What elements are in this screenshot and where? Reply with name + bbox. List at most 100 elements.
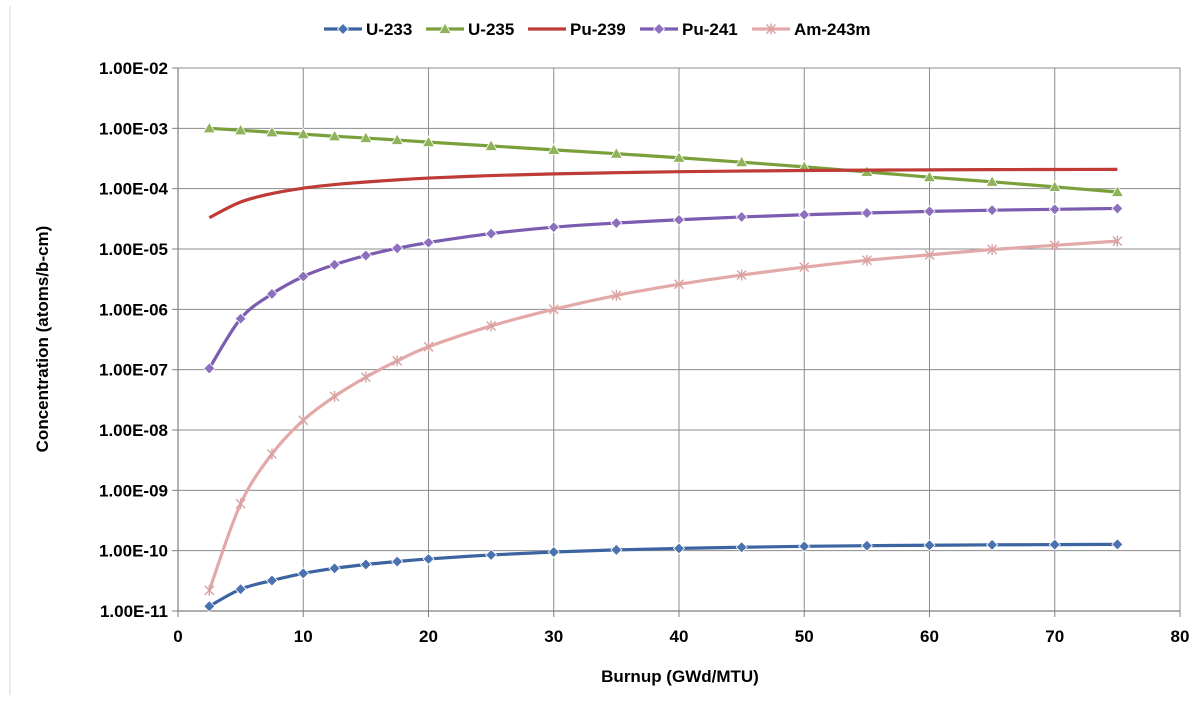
point-u-233-5 xyxy=(359,558,372,571)
series-am-243m xyxy=(204,235,1123,596)
point-pu-241-14 xyxy=(860,206,873,220)
axes xyxy=(172,67,1181,617)
point-am-243m-9 xyxy=(548,303,559,315)
point-am-243m-15 xyxy=(924,249,935,261)
point-pu-241-0 xyxy=(203,362,216,375)
point-u-233-0 xyxy=(203,600,216,613)
legend-item-pu-239: Pu-239 xyxy=(528,20,626,39)
point-pu-241-4 xyxy=(328,258,341,271)
legend-label-u-233: U-233 xyxy=(366,20,412,39)
legend-label-pu-241: Pu-241 xyxy=(682,20,738,39)
point-am-243m-3 xyxy=(298,414,309,426)
point-u-235-7 xyxy=(421,135,436,148)
y-tick-label-7: 1.00E-04 xyxy=(99,180,169,199)
y-tick-label-1: 1.00E-10 xyxy=(99,542,168,561)
series-line-pu-239 xyxy=(208,167,1118,220)
point-u-233-9 xyxy=(547,545,560,559)
point-u-233-7 xyxy=(422,552,435,565)
x-tick-label-7: 70 xyxy=(1045,627,1064,646)
point-am-243m-12 xyxy=(736,269,747,281)
point-pu-241-17 xyxy=(1048,203,1061,216)
x-tick-label-0: 0 xyxy=(173,627,182,646)
point-pu-241-3 xyxy=(297,270,310,283)
point-u-233-1 xyxy=(234,583,247,596)
y-tick-label-3: 1.00E-08 xyxy=(99,421,168,440)
point-u-233-12 xyxy=(735,541,748,554)
point-pu-241-1 xyxy=(234,312,247,325)
point-am-243m-5 xyxy=(360,371,371,383)
legend-label-am-243m: Am-243m xyxy=(794,20,871,39)
legend-label-u-235: U-235 xyxy=(468,20,514,39)
legend-marker-u-235 xyxy=(438,22,452,34)
point-u-235-3 xyxy=(296,127,310,140)
series-pu-241 xyxy=(203,202,1124,375)
x-tick-labels: 0 10 20 30 40 50 60 70 80 xyxy=(173,627,1189,646)
point-u-235-4 xyxy=(327,129,342,142)
y-tick-label-9: 1.00E-02 xyxy=(99,59,168,78)
point-u-235-5 xyxy=(359,131,373,143)
point-u-233-14 xyxy=(860,539,873,552)
point-u-233-15 xyxy=(923,539,936,552)
point-am-243m-10 xyxy=(611,289,622,301)
y-tick-label-5: 1.00E-06 xyxy=(99,300,168,319)
point-am-243m-1 xyxy=(235,498,246,510)
point-pu-241-7 xyxy=(422,236,435,249)
point-u-233-13 xyxy=(798,540,811,553)
point-u-235-0 xyxy=(202,121,217,134)
x-tick-label-6: 60 xyxy=(920,627,939,646)
y-tick-label-6: 1.00E-05 xyxy=(99,240,168,259)
point-pu-241-5 xyxy=(359,249,372,262)
x-tick-label-1: 10 xyxy=(294,627,313,646)
point-am-243m-0 xyxy=(204,584,215,596)
point-u-233-18 xyxy=(1111,538,1124,551)
point-u-233-17 xyxy=(1048,538,1061,551)
point-u-235-11 xyxy=(672,150,686,163)
x-tick-label-5: 50 xyxy=(795,627,814,646)
point-am-243m-17 xyxy=(1049,239,1060,251)
point-pu-241-11 xyxy=(672,213,686,226)
series-group xyxy=(202,121,1125,613)
point-am-243m-6 xyxy=(392,355,403,367)
point-pu-241-6 xyxy=(391,242,404,255)
legend-marker-pu-241 xyxy=(652,22,666,36)
y-tick-label-0: 1.00E-11 xyxy=(100,602,168,621)
point-pu-241-13 xyxy=(798,208,811,221)
x-tick-label-4: 40 xyxy=(670,627,689,646)
point-am-243m-18 xyxy=(1112,235,1123,247)
point-am-243m-16 xyxy=(987,244,998,256)
point-am-243m-11 xyxy=(674,278,684,290)
grid xyxy=(178,67,1181,611)
point-u-235-18 xyxy=(1110,185,1125,197)
point-u-235-9 xyxy=(547,143,561,155)
point-pu-241-15 xyxy=(923,205,936,218)
point-u-235-17 xyxy=(1048,180,1062,192)
series-pu-239 xyxy=(208,167,1118,220)
point-u-233-11 xyxy=(672,542,686,555)
y-tick-labels: 1.00E-11 1.00E-10 1.00E-09 1.00E-08 1.00E-07… xyxy=(99,59,169,621)
point-am-243m-14 xyxy=(861,254,872,266)
point-u-235-6 xyxy=(390,133,404,145)
point-pu-241-2 xyxy=(265,287,279,300)
point-am-243m-13 xyxy=(799,261,810,273)
point-u-235-1 xyxy=(233,123,248,136)
point-am-243m-7 xyxy=(423,341,434,353)
point-am-243m-2 xyxy=(266,448,277,460)
point-u-233-10 xyxy=(610,543,623,556)
point-u-233-3 xyxy=(297,567,310,580)
legend-item-u-235: U-235 xyxy=(426,20,514,39)
x-axis-title: Burnup (GWd/MTU) xyxy=(601,667,759,686)
x-tick-label-3: 30 xyxy=(544,627,563,646)
point-u-233-2 xyxy=(265,574,279,587)
y-tick-label-4: 1.00E-07 xyxy=(99,361,168,380)
point-u-235-16 xyxy=(985,174,999,187)
point-am-243m-8 xyxy=(486,320,497,332)
point-pu-241-12 xyxy=(735,210,748,223)
point-pu-241-10 xyxy=(610,216,623,230)
point-u-235-15 xyxy=(922,170,937,183)
y-tick-label-2: 1.00E-09 xyxy=(99,481,168,500)
point-u-235-8 xyxy=(484,139,498,151)
point-u-235-2 xyxy=(265,125,279,138)
x-tick-label-2: 20 xyxy=(419,627,438,646)
